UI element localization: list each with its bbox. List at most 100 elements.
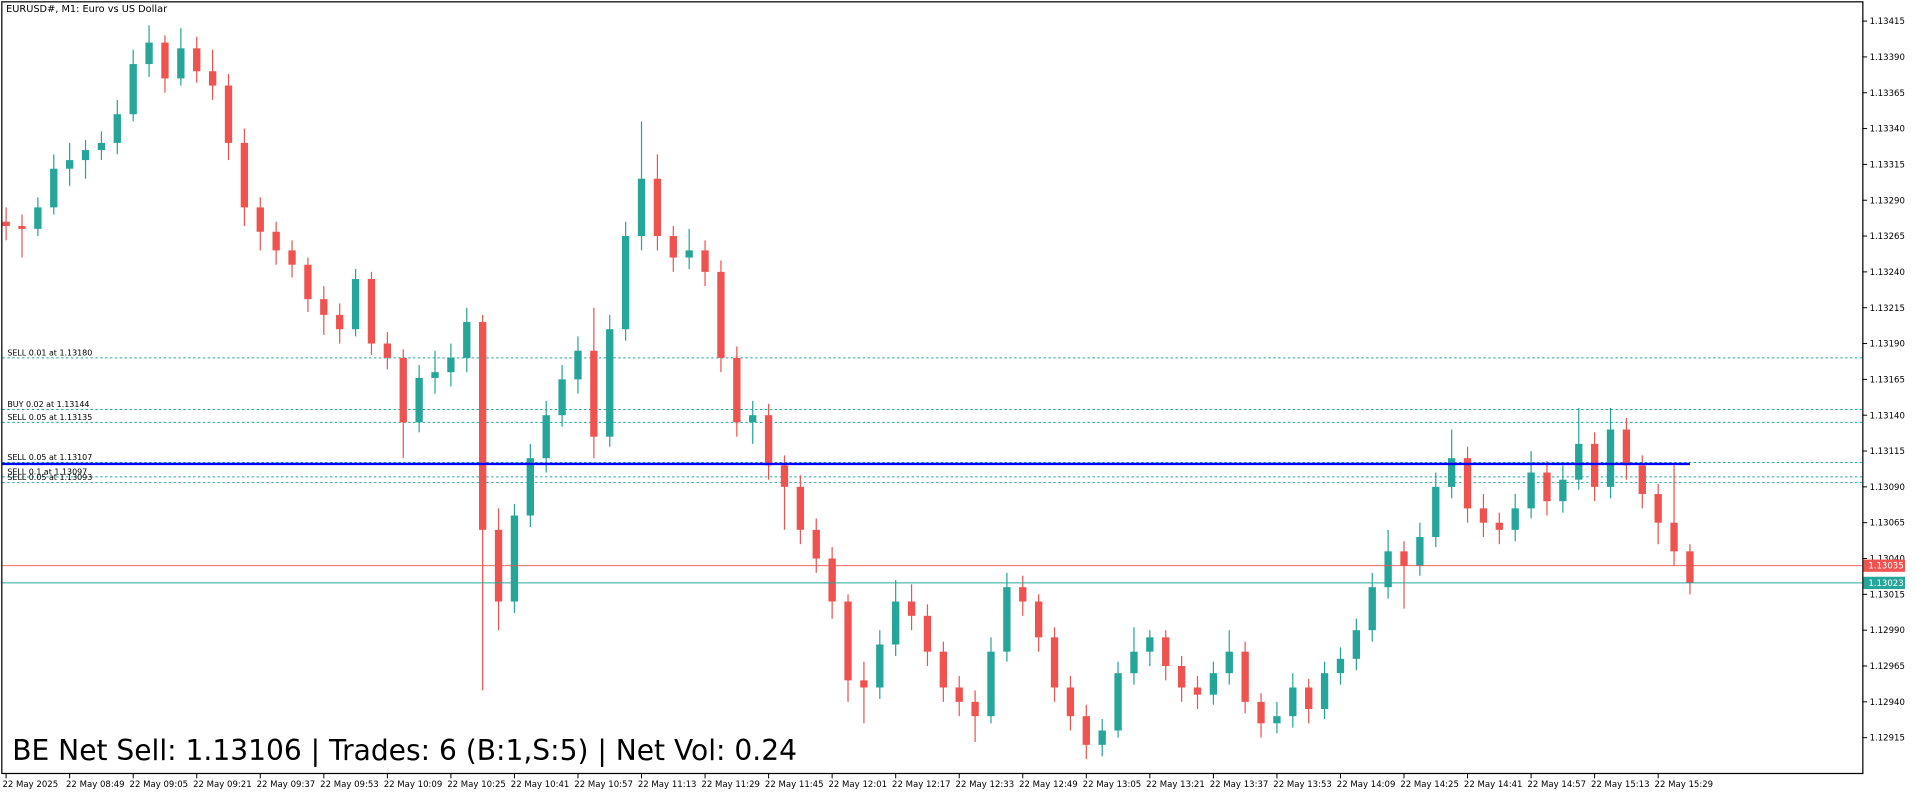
x-tick-label: 22 May 09:21 [193,780,252,790]
y-tick-label: 1.13140 [1870,411,1905,421]
candle-body [399,357,407,423]
candle-body [81,150,90,161]
candle-body [717,271,725,358]
candle-body [923,615,932,652]
candle-body [145,42,153,65]
x-tick-label: 22 May 14:09 [1337,780,1396,790]
candle-body [1114,673,1122,731]
x-tick-label: 22 May 12:49 [1019,780,1078,790]
candle-body [1575,443,1583,480]
candle-body [1162,637,1170,667]
y-tick-label: 1.13290 [1870,196,1905,206]
order-label: SELL 0.05 at 1.13135 [7,413,92,422]
x-tick-label: 22 May 13:21 [1146,780,1205,790]
candle-body [288,250,296,265]
candle-body [18,226,26,229]
y-tick-label: 1.13040 [1870,555,1905,565]
candle-body [939,651,948,688]
candle-body [1368,587,1376,631]
candle-body [1273,716,1281,724]
candle-body [1146,637,1154,652]
chart-title: EURUSD#, M1: Euro vs US Dollar [6,4,168,15]
x-tick-label: 22 May 10:09 [384,780,443,790]
candle-body [1177,666,1186,688]
y-tick-label: 1.13165 [1870,375,1905,385]
candle-body [1225,651,1233,674]
order-label: SELL 0.01 at 1.13180 [7,348,92,357]
y-tick-label: 1.13090 [1870,483,1905,493]
candle-body [1384,551,1392,588]
candle-body [1241,651,1249,702]
candle-body [764,415,773,466]
price-tag [1863,559,1906,572]
y-tick-label: 1.13365 [1870,89,1905,99]
candle-body [1066,687,1075,717]
order-label: BUY 0.02 at 1.13144 [7,400,89,409]
candle-body [161,42,169,79]
y-tick-label: 1.12990 [1870,626,1905,636]
y-tick-label: 1.13390 [1870,53,1905,63]
y-tick-label: 1.12915 [1870,734,1905,744]
x-tick-label: 22 May 08:49 [66,780,125,790]
candle-body [1305,687,1313,709]
x-tick-label: 22 May 13:53 [1273,780,1332,790]
x-tick-label: 22 May 09:05 [130,780,189,790]
candle-body [1606,429,1615,487]
y-tick-label: 1.13315 [1870,160,1905,170]
x-tick-label: 22 May 12:17 [892,780,951,790]
candle-body [1432,486,1440,538]
y-tick-label: 1.13415 [1870,17,1905,27]
x-tick-label: 22 May 10:57 [574,780,633,790]
candle-body [129,64,137,115]
y-tick-label: 1.13265 [1870,232,1905,242]
candle-body [1050,637,1059,688]
candle-body [1559,479,1567,502]
candle-body [1400,551,1408,566]
candle-body [336,314,344,330]
candle-body [1638,465,1646,495]
candle-body [780,465,789,487]
candle-body [1257,701,1265,724]
candle-body [812,529,820,559]
x-tick-label: 22 May 12:33 [956,780,1015,790]
price-tag-label: 1.13023 [1868,579,1903,589]
candle-body [574,350,582,380]
candle-body [320,299,328,315]
y-tick-label: 1.13240 [1870,268,1905,278]
candle-body [1209,673,1218,695]
candle-body [796,486,805,530]
x-tick-label: 22 May 09:37 [257,780,316,790]
candle-body [2,221,10,227]
candle-body [224,85,233,143]
candle-body [479,322,487,530]
candle-body [272,231,280,251]
candle-body [1416,537,1424,566]
candle-body [193,48,201,72]
candle-body [463,322,471,358]
candle-body [590,350,598,437]
candle-body [113,114,121,143]
candle-body [1495,522,1503,530]
candle-body [955,687,963,702]
candle-body [1511,508,1519,530]
candle-body [510,515,519,602]
candle-body [1686,551,1694,583]
candle-body [1130,651,1138,674]
x-tick-label: 22 May 15:13 [1591,780,1650,790]
candle-body [892,601,900,645]
candle-body [1098,730,1106,745]
x-tick-label: 22 May 11:13 [638,780,697,790]
candle-body [304,264,312,300]
x-tick-label: 22 May 14:25 [1400,780,1459,790]
y-tick-label: 1.12940 [1870,698,1905,708]
x-tick-label: 22 May 11:29 [701,780,760,790]
y-tick-label: 1.13190 [1870,340,1905,350]
price-tag [1863,576,1906,589]
x-tick-label: 22 May 15:29 [1655,780,1714,790]
candle-body [431,372,439,378]
candle-body [606,329,614,437]
order-label: SELL 0.05 at 1.13093 [7,473,92,482]
x-tick-label: 22 May 12:01 [828,780,887,790]
